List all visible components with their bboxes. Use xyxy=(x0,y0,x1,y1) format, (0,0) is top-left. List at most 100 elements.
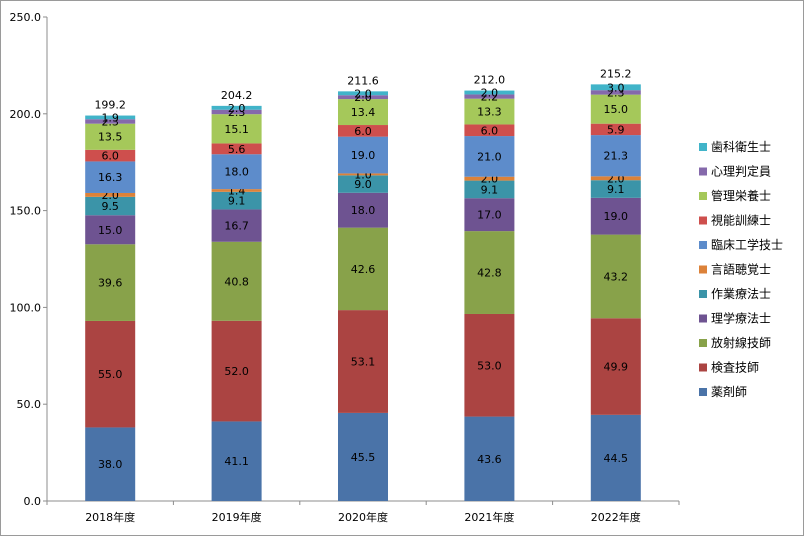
x-tick-label: 2021年度 xyxy=(464,510,514,524)
bar-segment xyxy=(211,421,262,501)
bar-segment xyxy=(85,320,136,428)
bar-segment xyxy=(338,175,388,193)
bar-segment xyxy=(338,412,388,501)
legend-label: 管理栄養士 xyxy=(711,188,771,203)
data-label: 15.1 xyxy=(224,123,249,136)
data-label: 5.6 xyxy=(228,143,246,156)
bar-segment xyxy=(590,123,641,136)
data-label: 17.0 xyxy=(477,209,502,222)
data-label: 41.1 xyxy=(224,455,249,468)
legend: 歯科衛生士心理判定員管理栄養士視能訓練士臨床工学技士言語聴覚士作業療法士理学療法… xyxy=(699,140,783,399)
bar-segment xyxy=(85,192,136,197)
bar-segment xyxy=(211,189,262,192)
data-label: 15.0 xyxy=(604,103,629,116)
data-label: 49.9 xyxy=(604,361,629,374)
bar-segment xyxy=(590,234,641,319)
bar-segment xyxy=(338,192,388,228)
bar-segment xyxy=(85,149,136,162)
legend-label: 心理判定員 xyxy=(711,164,771,179)
data-label: 39.6 xyxy=(98,277,123,290)
y-tick-label: 0.0 xyxy=(24,495,42,508)
legend-swatch xyxy=(699,167,707,176)
bar-segment xyxy=(464,124,515,137)
legend-swatch xyxy=(699,290,707,298)
y-tick-label: 200.0 xyxy=(10,108,42,121)
bar-segment xyxy=(85,427,136,501)
x-tick-label: 2019年度 xyxy=(212,510,262,524)
legend-label: 言語聴覚士 xyxy=(711,262,771,277)
legend-swatch xyxy=(699,265,707,274)
legend-label: 臨床工学技士 xyxy=(711,237,783,252)
bar-segment xyxy=(590,176,641,181)
bar-segment xyxy=(464,98,515,125)
data-label: 18.0 xyxy=(351,204,376,217)
legend-label: 視能訓練士 xyxy=(711,213,771,228)
data-label: 6.0 xyxy=(481,124,499,137)
data-label: 53.1 xyxy=(351,356,376,369)
bar-segment xyxy=(211,143,262,155)
legend-swatch xyxy=(699,192,707,200)
total-label: 211.6 xyxy=(347,74,379,87)
data-label: 16.3 xyxy=(98,171,123,184)
bar-segment xyxy=(211,191,262,210)
data-label: 9.1 xyxy=(481,183,499,196)
legend-label: 理学療法士 xyxy=(711,311,771,326)
data-label: 18.0 xyxy=(224,166,249,179)
bar-segment xyxy=(338,173,388,176)
legend-swatch xyxy=(699,143,707,151)
bar-segment xyxy=(338,95,388,100)
bar-segment xyxy=(85,196,136,216)
data-label: 45.5 xyxy=(351,451,376,464)
data-label: 21.0 xyxy=(477,150,502,163)
chart-axes: 0.0 50.0 100.0 150.0 200.0 250.0 2018年度 2019年度 2… xyxy=(10,11,680,524)
bar-segment xyxy=(338,227,388,311)
x-tick-label: 2022年度 xyxy=(591,510,641,524)
bar-segment xyxy=(85,161,136,193)
bar-segment xyxy=(338,99,388,126)
legend-swatch xyxy=(699,314,707,323)
data-label: 40.8 xyxy=(224,275,249,288)
data-label: 2.0 xyxy=(354,87,372,100)
y-tick-label: 250.0 xyxy=(10,11,42,24)
total-label: 199.2 xyxy=(94,99,126,112)
data-label: 6.0 xyxy=(101,150,119,163)
bar-segment xyxy=(590,90,641,95)
bar-segment xyxy=(85,115,136,120)
legend-swatch xyxy=(699,388,707,396)
bar-segment xyxy=(464,176,515,181)
total-label: 215.2 xyxy=(600,67,632,80)
data-label: 16.7 xyxy=(224,220,249,233)
y-tick-label: 50.0 xyxy=(17,398,42,411)
data-label: 6.0 xyxy=(354,125,372,138)
legend-label: 検査技師 xyxy=(711,361,759,375)
data-label: 19.0 xyxy=(351,149,376,162)
bar-segment xyxy=(211,105,262,110)
data-label: 42.8 xyxy=(477,267,502,280)
legend-swatch xyxy=(699,216,707,225)
data-label: 2.0 xyxy=(481,87,499,100)
bar-segment xyxy=(464,136,515,177)
data-label: 9.1 xyxy=(228,195,246,208)
bar-segment xyxy=(464,198,515,232)
bar-segment xyxy=(85,215,136,245)
bar-segment xyxy=(464,94,515,99)
data-label: 38.0 xyxy=(98,458,123,471)
x-tick-label: 2020年度 xyxy=(338,510,388,524)
bar-area: 38.055.039.615.09.52.016.36.013.52.31.91… xyxy=(85,67,641,501)
legend-swatch xyxy=(699,339,707,347)
data-label: 1.9 xyxy=(101,111,119,124)
bar-segment xyxy=(590,135,641,177)
y-tick-label: 150.0 xyxy=(10,205,42,218)
data-label: 53.0 xyxy=(477,359,502,372)
bar-segment xyxy=(85,119,136,124)
bar-segment xyxy=(211,114,262,144)
data-label: 44.5 xyxy=(604,452,629,465)
data-label: 9.5 xyxy=(101,200,119,213)
bar-segment xyxy=(590,94,641,124)
data-label: 13.4 xyxy=(351,106,376,119)
bar-segment xyxy=(338,125,388,137)
bar-segment xyxy=(590,180,641,198)
y-tick-label: 100.0 xyxy=(10,301,42,314)
